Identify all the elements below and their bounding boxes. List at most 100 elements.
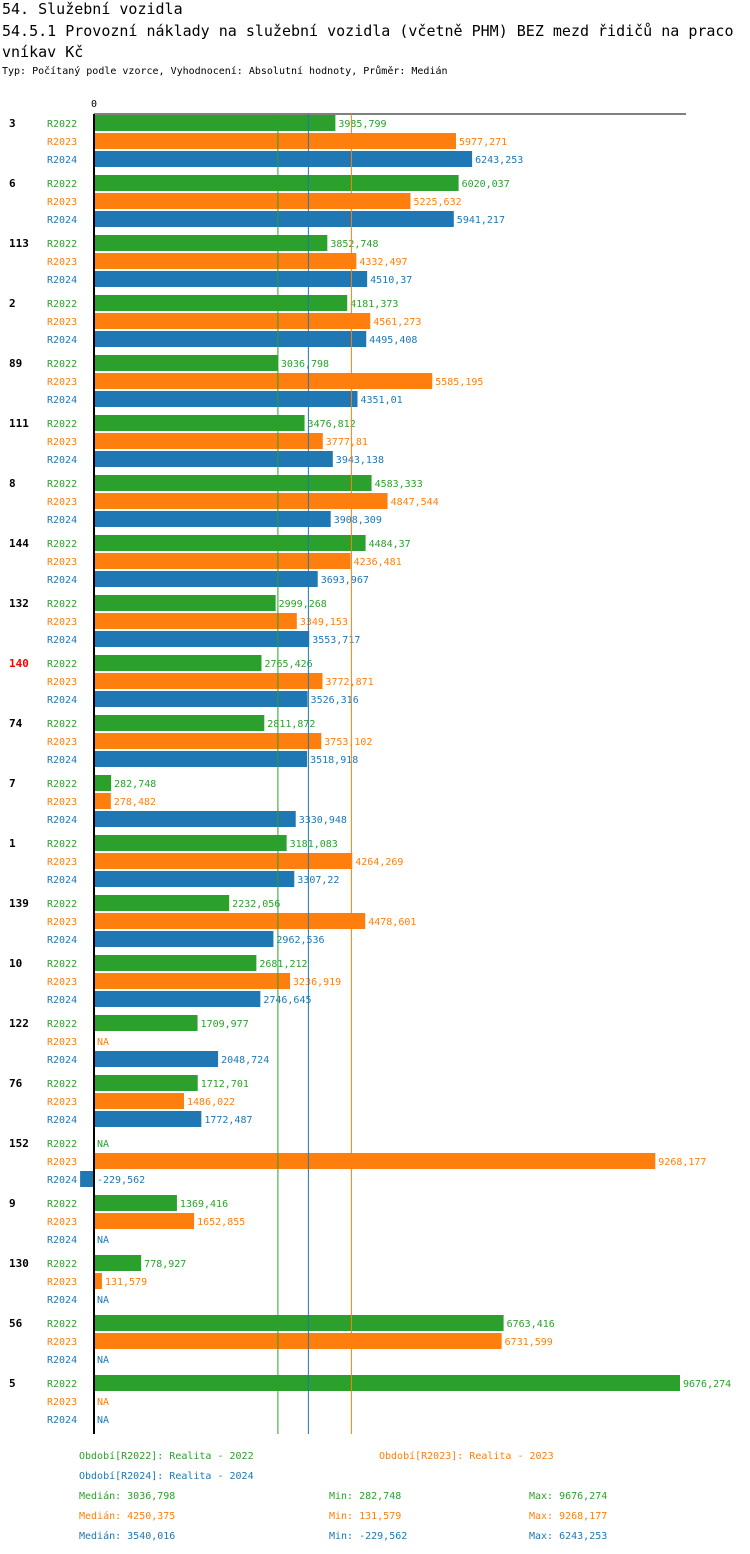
bar-2-R2024 (94, 331, 367, 347)
bar-6-R2023 (94, 193, 411, 209)
value-label-1-R2023: 4264,269 (355, 857, 403, 868)
group-label-10: 10 (9, 957, 22, 970)
group-label-140: 140 (9, 657, 29, 670)
bar-122-R2022 (94, 1015, 198, 1031)
group-label-139: 139 (9, 897, 29, 910)
bar-3-R2023 (94, 133, 456, 149)
value-label-111-R2024: 3943,138 (336, 455, 384, 466)
value-label-152-R2024: -229,562 (97, 1175, 145, 1186)
legend-median-2024: Medián: 3540,016 (79, 1531, 176, 1542)
bar-74-R2022 (94, 715, 265, 731)
bar-74-R2023 (94, 733, 322, 749)
value-label-9-R2022: 1369,416 (180, 1199, 228, 1210)
value-label-144-R2022: 4484,37 (369, 539, 411, 550)
series-label-130-R2023: R2023 (47, 1277, 77, 1288)
legend-median-2022: Medián: 3036,798 (79, 1491, 176, 1502)
group-label-7: 7 (9, 777, 16, 790)
value-label-74-R2024: 3518,918 (310, 755, 358, 766)
series-label-56-R2023: R2023 (47, 1337, 77, 1348)
series-label-140-R2022: R2022 (47, 659, 77, 670)
bar-8-R2022 (94, 475, 372, 491)
legend-period-2023: Období[R2023]: Realita - 2023 (379, 1451, 554, 1462)
value-label-122-R2022: 1709,977 (201, 1019, 249, 1030)
value-label-111-R2023: 3777,81 (326, 437, 368, 448)
bar-1-R2023 (94, 853, 353, 869)
group-label-144: 144 (9, 537, 29, 550)
bar-89-R2022 (94, 355, 278, 371)
value-label-140-R2024: 3526,316 (311, 695, 359, 706)
series-label-1-R2022: R2022 (47, 839, 77, 850)
value-label-56-R2024: NA (97, 1355, 109, 1366)
group-label-5: 5 (9, 1377, 16, 1390)
series-label-76-R2022: R2022 (47, 1079, 77, 1090)
bar-74-R2024 (94, 751, 308, 767)
bar-132-R2023 (94, 613, 297, 629)
value-label-3-R2022: 3985,799 (338, 119, 386, 130)
bar-10-R2023 (94, 973, 291, 989)
bar-56-R2023 (94, 1333, 502, 1349)
bar-139-R2024 (94, 931, 274, 947)
value-label-144-R2024: 3693,967 (321, 575, 369, 586)
bar-8-R2024 (94, 511, 331, 527)
chart-subtitle-line2: vníkav Kč (2, 43, 84, 61)
value-label-10-R2022: 2681,212 (259, 959, 307, 970)
series-label-10-R2024: R2024 (47, 995, 77, 1006)
bar-6-R2024 (94, 211, 454, 227)
series-label-56-R2024: R2024 (47, 1355, 77, 1366)
bar-130-R2023 (94, 1273, 102, 1289)
bar-chart: 0 3 R2022 3985,799 R2023 5977,271 R2024 6243,25… (9, 99, 731, 1434)
bar-2-R2022 (94, 295, 348, 311)
group-label-122: 122 (9, 1017, 29, 1030)
bar-1-R2024 (94, 871, 295, 887)
bar-130-R2022 (94, 1255, 142, 1271)
series-label-7-R2024: R2024 (47, 815, 77, 826)
series-label-3-R2024: R2024 (47, 155, 77, 166)
bar-76-R2022 (94, 1075, 198, 1091)
value-label-74-R2022: 2811,872 (267, 719, 315, 730)
value-label-152-R2022: NA (97, 1139, 109, 1150)
value-label-74-R2023: 3753,102 (324, 737, 372, 748)
value-label-56-R2023: 6731,599 (505, 1337, 553, 1348)
value-label-10-R2023: 3236,919 (293, 977, 341, 988)
group-label-89: 89 (9, 357, 22, 370)
value-label-89-R2022: 3036,798 (281, 359, 329, 370)
bar-8-R2023 (94, 493, 388, 509)
series-label-113-R2022: R2022 (47, 239, 77, 250)
value-label-76-R2023: 1486,022 (187, 1097, 235, 1108)
series-label-144-R2024: R2024 (47, 575, 77, 586)
series-label-76-R2024: R2024 (47, 1115, 77, 1126)
series-label-8-R2022: R2022 (47, 479, 77, 490)
value-label-8-R2022: 4583,333 (375, 479, 423, 490)
bar-9-R2022 (94, 1195, 177, 1211)
bar-56-R2022 (94, 1315, 504, 1331)
bar-132-R2024 (94, 631, 310, 647)
series-label-7-R2023: R2023 (47, 797, 77, 808)
group-label-1: 1 (9, 837, 16, 850)
bar-76-R2023 (94, 1093, 184, 1109)
bar-139-R2022 (94, 895, 230, 911)
bar-7-R2024 (94, 811, 296, 827)
bar-122-R2024 (94, 1051, 219, 1067)
series-label-144-R2022: R2022 (47, 539, 77, 550)
group-label-132: 132 (9, 597, 29, 610)
group-label-130: 130 (9, 1257, 29, 1270)
series-label-89-R2023: R2023 (47, 377, 77, 388)
bar-1-R2022 (94, 835, 287, 851)
value-label-139-R2024: 2962,536 (276, 935, 324, 946)
bar-89-R2024 (94, 391, 358, 407)
series-label-140-R2024: R2024 (47, 695, 77, 706)
series-label-139-R2022: R2022 (47, 899, 77, 910)
value-label-111-R2022: 3476,812 (308, 419, 356, 430)
bar-3-R2022 (94, 115, 336, 131)
value-label-76-R2022: 1712,701 (201, 1079, 249, 1090)
value-label-144-R2023: 4236,481 (354, 557, 402, 568)
series-label-1-R2024: R2024 (47, 875, 77, 886)
value-label-132-R2024: 3553,717 (312, 635, 360, 646)
bar-111-R2023 (94, 433, 323, 449)
bar-144-R2022 (94, 535, 366, 551)
group-label-76: 76 (9, 1077, 23, 1090)
legend-min-2024: Min: -229,562 (329, 1531, 408, 1542)
value-label-139-R2022: 2232,056 (232, 899, 280, 910)
value-label-2-R2024: 4495,408 (369, 335, 417, 346)
value-label-8-R2024: 3908,309 (334, 515, 382, 526)
